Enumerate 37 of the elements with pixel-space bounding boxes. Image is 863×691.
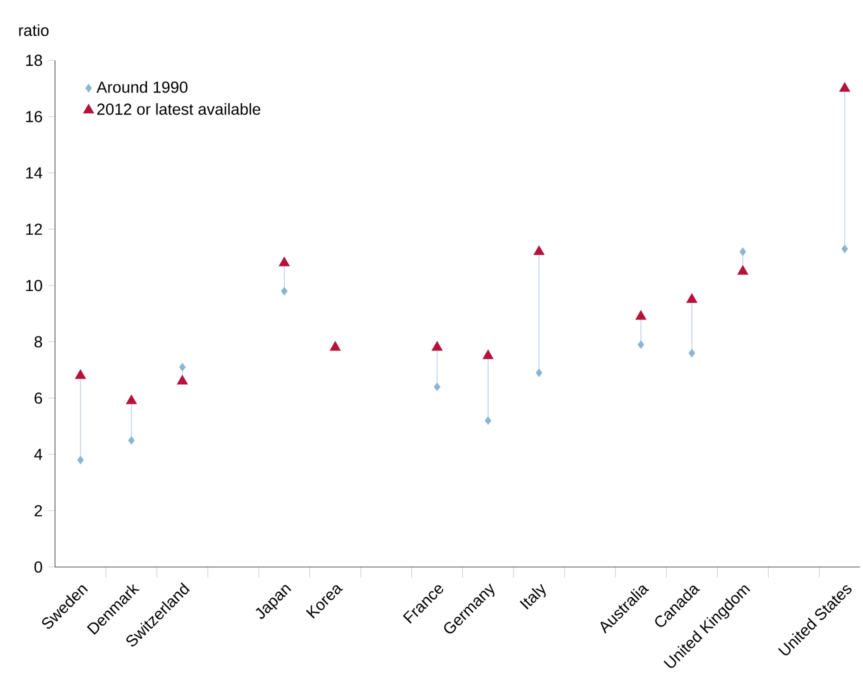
point bbox=[841, 244, 848, 254]
y-tick-label: 4 bbox=[34, 448, 42, 460]
point bbox=[176, 374, 188, 384]
point bbox=[278, 256, 290, 266]
legend-label: 2012 or latest available bbox=[97, 103, 260, 115]
point bbox=[77, 456, 84, 464]
point bbox=[737, 265, 748, 275]
point bbox=[484, 416, 492, 425]
point bbox=[688, 348, 696, 358]
point bbox=[534, 245, 544, 255]
point bbox=[686, 293, 698, 303]
point bbox=[536, 368, 542, 378]
point bbox=[434, 382, 440, 392]
legend-label: Around 1990 bbox=[96, 81, 188, 93]
y-tick-label: 8 bbox=[34, 336, 42, 348]
y-tick-label: 0 bbox=[34, 561, 42, 573]
point bbox=[330, 341, 341, 351]
y-axis-title: ratio bbox=[19, 24, 49, 36]
point bbox=[432, 341, 443, 351]
y-tick-label: 16 bbox=[26, 110, 42, 122]
y-tick-label: 2 bbox=[34, 505, 42, 516]
point bbox=[638, 340, 644, 349]
y-tick-label: 18 bbox=[26, 54, 42, 66]
y-tick-label: 14 bbox=[26, 167, 42, 178]
y-tick-label: 12 bbox=[26, 224, 42, 235]
point bbox=[281, 286, 288, 296]
point bbox=[128, 436, 135, 445]
point bbox=[482, 350, 494, 360]
x-tick-label: Italy bbox=[520, 584, 546, 610]
y-tick-label: 6 bbox=[34, 392, 42, 404]
point bbox=[635, 310, 646, 320]
point bbox=[126, 394, 137, 404]
point bbox=[179, 362, 186, 372]
y-tick-label: 10 bbox=[26, 280, 42, 292]
point bbox=[740, 247, 746, 256]
point bbox=[839, 82, 850, 92]
point bbox=[75, 369, 86, 379]
